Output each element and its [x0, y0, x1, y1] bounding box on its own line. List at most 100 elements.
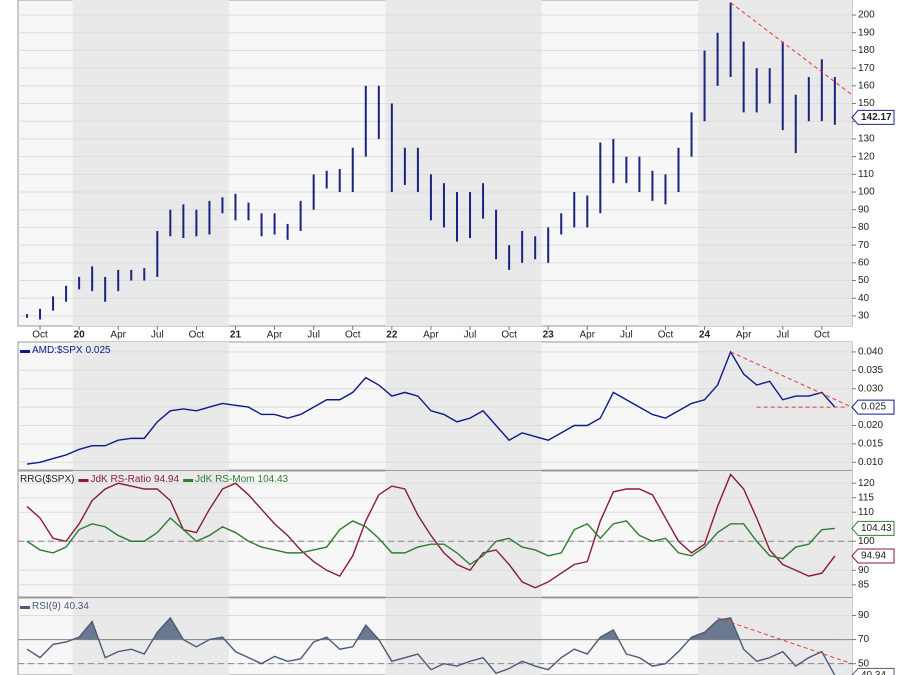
y-tick-label: 40	[858, 293, 870, 304]
y-tick-label: 115	[858, 492, 874, 503]
legend-name: RSI(9)	[32, 601, 61, 612]
legend-value: 94.94	[154, 474, 179, 485]
legend-swatch: ▬	[20, 601, 30, 612]
x-tick-label: Apr	[267, 330, 283, 341]
y-tick-label: 50	[858, 275, 870, 286]
y-tick-label: 110	[858, 169, 874, 180]
x-tick-label: Oct	[501, 330, 517, 341]
x-tick-label: Oct	[189, 330, 205, 341]
last-value-box	[851, 109, 895, 125]
x-tick-label: 21	[230, 330, 242, 341]
x-tick-label: Apr	[736, 330, 752, 341]
y-tick-label: 120	[858, 478, 875, 489]
legend-value: 0.025	[86, 345, 111, 356]
legend-name: AMD:$SPX	[32, 345, 83, 356]
y-tick-label: 0.035	[858, 365, 883, 376]
last-value-label: 104.43	[861, 523, 892, 534]
y-tick-label: 120	[858, 151, 875, 162]
series-line	[26, 350, 836, 465]
last-value-label: 40.34	[861, 670, 886, 675]
panel-marks	[18, 2, 852, 320]
year-band	[385, 598, 542, 675]
y-tick-label: 160	[858, 80, 875, 91]
legend-swatch: ▬	[78, 474, 88, 485]
last-value-box	[851, 667, 895, 675]
trendline	[730, 2, 852, 96]
y-tick-label: 150	[858, 98, 875, 109]
y-tick-label: 0.040	[858, 347, 883, 358]
year-band	[385, 471, 542, 597]
legend: RRG($SPX) ▬ JdK RS-Ratio 94.94 ▬ JdK RS-Mom 10…	[20, 474, 289, 485]
y-tick-label: 100	[858, 187, 875, 198]
series-line	[26, 616, 836, 675]
x-tick-label: Oct	[32, 330, 48, 341]
legend-swatch: ▬	[183, 474, 193, 485]
trendline	[730, 351, 852, 408]
y-tick-label: 80	[858, 222, 870, 233]
x-tick-label: Apr	[580, 330, 596, 341]
year-band	[698, 0, 852, 326]
year-band	[385, 342, 542, 470]
x-tick-label: Jul	[776, 330, 789, 341]
x-tick-label: 22	[386, 330, 398, 341]
y-tick-label: 190	[858, 27, 875, 38]
x-tick-label: Oct	[814, 330, 830, 341]
year-band	[72, 471, 229, 597]
legend-title: RRG($SPX)	[20, 474, 74, 485]
year-band	[698, 342, 852, 470]
last-value-box	[851, 548, 895, 564]
panel-marks	[18, 473, 852, 589]
year-band	[72, 598, 229, 675]
y-tick-label: 70	[858, 634, 870, 645]
x-tick-label: Oct	[345, 330, 361, 341]
legend-name: JdK RS-Ratio	[90, 474, 151, 485]
y-tick-label: 70	[858, 240, 870, 251]
y-tick-label: 100	[858, 536, 875, 547]
trendline	[717, 617, 852, 665]
series-line	[26, 473, 836, 589]
y-tick-label: 110	[858, 507, 874, 518]
legend-swatch: ▬	[20, 345, 30, 356]
legend-value: 40.34	[64, 601, 89, 612]
y-tick-label: 90	[858, 610, 870, 621]
y-tick-label: 200	[858, 10, 875, 21]
y-tick-label: 30	[858, 311, 870, 322]
y-tick-label: 0.015	[858, 439, 883, 450]
x-tick-label: Jul	[151, 330, 164, 341]
x-tick-label: 24	[699, 330, 711, 341]
year-band	[72, 342, 229, 470]
last-value-label: 142.17	[861, 112, 892, 123]
last-value-label: 0.025	[861, 402, 886, 413]
last-value-box	[851, 399, 895, 415]
x-tick-label: Jul	[307, 330, 320, 341]
x-tick-label: Oct	[658, 330, 674, 341]
y-tick-label: 130	[858, 134, 875, 145]
panel-marks	[18, 614, 852, 675]
x-tick-label: 23	[543, 330, 555, 341]
x-tick-label: Apr	[110, 330, 126, 341]
y-tick-label: 90	[858, 204, 870, 215]
y-tick-label: 0.020	[858, 420, 883, 431]
y-tick-label: 90	[858, 565, 870, 576]
y-tick-label: 60	[858, 257, 870, 268]
series-line	[26, 517, 835, 566]
y-tick-label: 180	[858, 45, 875, 56]
x-tick-label: Jul	[620, 330, 633, 341]
year-band	[385, 0, 542, 326]
last-value-label: 94.94	[861, 551, 886, 562]
y-tick-label: 0.030	[858, 383, 883, 394]
last-value-box	[851, 520, 895, 536]
x-tick-label: Apr	[423, 330, 439, 341]
y-tick-label: 85	[858, 579, 870, 590]
y-tick-label: 0.010	[858, 457, 883, 468]
y-tick-label: 170	[858, 63, 875, 74]
legend: ▬ AMD:$SPX 0.025	[20, 345, 111, 356]
legend-value: 104.43	[258, 474, 289, 485]
year-band	[72, 0, 229, 326]
legend-name: JdK RS-Mom	[195, 474, 254, 485]
panel-marks	[18, 350, 852, 465]
x-tick-label: Jul	[464, 330, 477, 341]
year-band	[698, 471, 852, 597]
legend: ▬ RSI(9) 40.34	[20, 601, 89, 612]
